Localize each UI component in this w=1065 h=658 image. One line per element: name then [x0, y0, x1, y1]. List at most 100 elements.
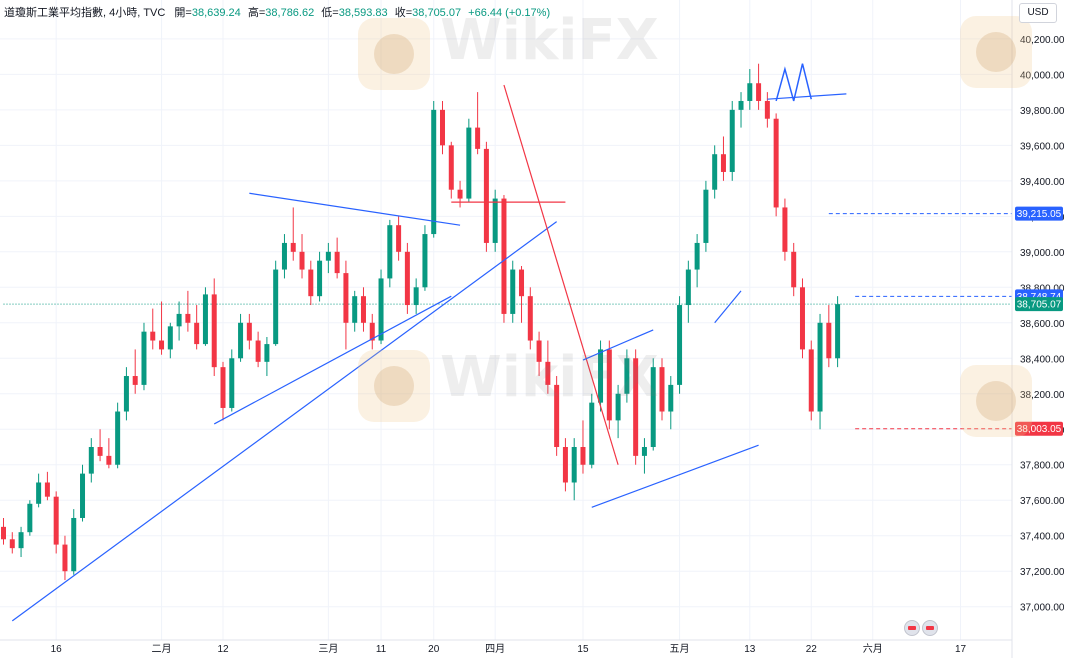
time-tick-label: 三月 [318, 643, 338, 655]
candle-body [817, 322, 823, 412]
time-tick-label: 四月 [485, 643, 505, 655]
close-label: 收= [394, 7, 413, 19]
candle-body [440, 109, 445, 146]
trend-line [11, 221, 557, 622]
price-tick-label: 37,400.00 [1020, 532, 1065, 543]
candle-body [106, 455, 112, 465]
candle-body [167, 326, 173, 350]
price-tick-label: 39,400.00 [1020, 177, 1065, 188]
price-tick-label: 37,800.00 [1020, 461, 1065, 472]
candle-body [159, 340, 165, 350]
candle-body [624, 358, 630, 394]
candle-body [457, 189, 463, 199]
candle-body [194, 322, 200, 345]
candle-body [281, 242, 287, 270]
candle-body [334, 251, 340, 274]
candle-body [510, 269, 516, 314]
candle-body [668, 384, 674, 412]
candle-body [422, 234, 428, 288]
candle-body [255, 340, 261, 362]
us-flag-icon[interactable] [904, 620, 920, 636]
candle-body [80, 473, 86, 518]
candle-body [273, 269, 279, 345]
price-level-tag [1015, 421, 1063, 436]
symbol-title: 道瓊斯工業平均指數, 4小時, TVC [4, 7, 166, 19]
change-value: +66.44 (+0.17%) [468, 7, 551, 19]
economic-events[interactable] [904, 620, 940, 641]
price-axis[interactable]: 37,000.00 37,200.00 37,400.00 37,600.00 37,8… [1011, 0, 1065, 658]
candle-body [378, 278, 384, 341]
candle-body [764, 100, 770, 119]
candle-body [633, 358, 639, 456]
high-value: 38,786.62 [265, 7, 315, 19]
candle-body [88, 447, 94, 474]
candle-body [677, 305, 683, 385]
price-tick-label: 37,000.00 [1020, 603, 1065, 614]
candle-body [413, 287, 419, 306]
candle-body [562, 447, 568, 483]
candle-body [791, 251, 797, 288]
trend-line [767, 93, 847, 100]
candle-body [246, 322, 252, 341]
candle-body [527, 296, 533, 341]
candle-body [123, 376, 129, 412]
currency-button[interactable]: USD [1019, 3, 1057, 23]
candle-body [475, 127, 481, 149]
candle-body [756, 83, 762, 101]
candle-body [641, 447, 647, 456]
candle-body [1, 526, 6, 540]
candle-body [176, 313, 182, 327]
candle-body [466, 127, 472, 199]
candle-body [238, 322, 244, 359]
candle-body [773, 118, 779, 208]
time-tick-label: 11 [376, 644, 387, 655]
candle-body [62, 544, 68, 572]
candle-body [492, 198, 498, 243]
candle-body [554, 384, 560, 448]
trend-line [714, 290, 742, 324]
candle-body [220, 367, 226, 408]
time-tick-label: 20 [428, 644, 440, 655]
price-tick-label: 39,800.00 [1020, 106, 1065, 117]
price-tick-label: 38,600.00 [1020, 319, 1065, 330]
candle-body [650, 367, 656, 448]
candle-body [132, 376, 138, 385]
candle-body [290, 242, 296, 252]
price-level-tag-label: 39,215.05 [1017, 209, 1062, 220]
candle-body [202, 294, 208, 345]
candle-body [729, 109, 735, 172]
us-flag-icon[interactable] [922, 620, 938, 636]
trend-line [591, 444, 759, 508]
grid-lines [0, 0, 1012, 640]
price-tick-label: 38,800.00 [1020, 283, 1065, 294]
candle-body [782, 207, 788, 252]
open-value: 38,639.24 [191, 7, 241, 19]
candle-body [9, 539, 15, 549]
candle-body [703, 189, 709, 243]
candle-body [36, 482, 42, 504]
candle-body [799, 287, 805, 350]
candle-body [352, 296, 358, 323]
candle-body [387, 225, 393, 279]
candle-body [369, 322, 375, 341]
candle-body [229, 358, 235, 408]
candle-body [659, 367, 665, 412]
candle-body [712, 154, 718, 190]
time-tick-label: 17 [955, 644, 967, 655]
candle-body [141, 331, 147, 385]
candle-body [483, 148, 489, 243]
price-tick-label: 40,000.00 [1020, 70, 1065, 81]
time-axis[interactable]: 16 二月 12 三月 11 20 四月 15 五月 13 22 六月 17 [0, 639, 1012, 655]
price-levels [3, 213, 1012, 430]
candle-body [360, 296, 366, 323]
price-tick-label: 38,400.00 [1020, 354, 1065, 365]
candle-body [720, 154, 726, 172]
time-tick-label: 12 [217, 644, 229, 655]
price-level-tag-label: 38,003.05 [1017, 424, 1062, 435]
candle-body [396, 225, 402, 252]
trend-line [249, 192, 461, 226]
candle-body [571, 447, 577, 483]
candle-body [343, 273, 349, 323]
